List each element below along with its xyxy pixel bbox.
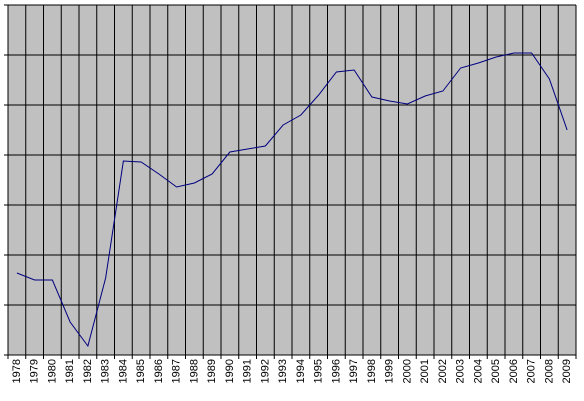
x-tick-label: 1996 (330, 359, 342, 383)
x-tick-label: 1992 (259, 359, 271, 383)
x-tick-label: 2000 (401, 359, 413, 383)
x-tick-label: 1982 (82, 359, 94, 383)
x-tick-label: 1999 (384, 359, 396, 383)
x-tick-label: 2004 (472, 359, 484, 383)
x-tick-label: 2001 (419, 359, 431, 383)
x-tick-label: 1991 (242, 359, 254, 383)
x-tick-label: 1986 (153, 359, 165, 383)
x-tick-label: 1978 (11, 359, 23, 383)
x-tick-label: 1995 (313, 359, 325, 383)
data-line (16, 52, 568, 348)
x-tick-label: 1983 (100, 359, 112, 383)
x-tick-label: 2008 (543, 359, 555, 383)
x-tick-label: 1981 (64, 359, 76, 383)
x-tick-label: 1988 (188, 359, 200, 383)
x-tick-label: 1984 (117, 359, 129, 383)
x-tick-label: 2006 (508, 359, 520, 383)
x-tick-label: 2007 (526, 359, 538, 383)
x-tick-label: 2009 (561, 359, 573, 383)
x-tick-label: 1993 (277, 359, 289, 383)
x-tick-label: 1979 (29, 359, 41, 383)
x-tick-label: 1990 (224, 359, 236, 383)
x-tick-label: 2002 (437, 359, 449, 383)
x-tick-label: 1989 (206, 359, 218, 383)
x-tick-label: 1997 (348, 359, 360, 383)
x-tick-label: 1998 (366, 359, 378, 383)
x-tick-label: 1994 (295, 359, 307, 383)
x-tick-label: 1987 (171, 359, 183, 383)
x-tick-label: 1985 (135, 359, 147, 383)
x-tick-label: 2003 (455, 359, 467, 383)
x-tick-label: 1980 (46, 359, 58, 383)
x-tick-label: 2005 (490, 359, 502, 383)
